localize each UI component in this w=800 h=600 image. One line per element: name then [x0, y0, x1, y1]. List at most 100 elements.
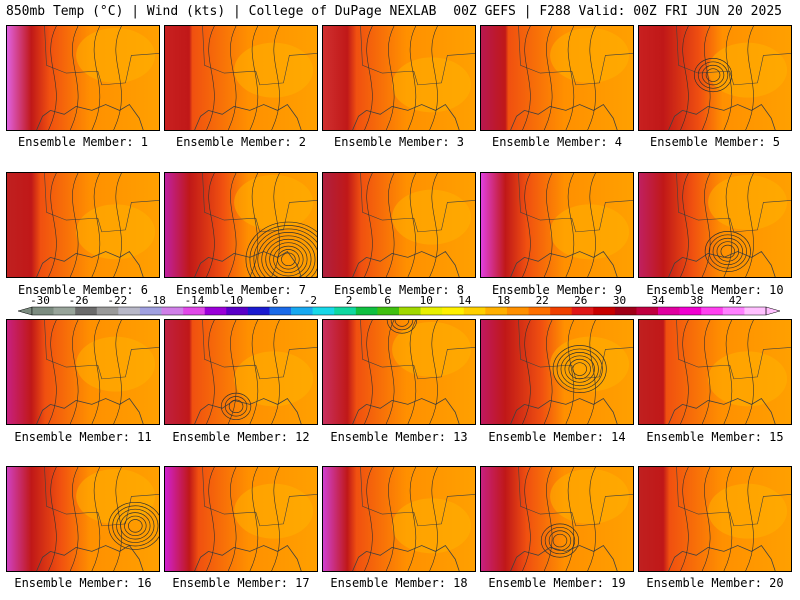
coastline: [36, 397, 144, 424]
ensemble-member-label: Ensemble Member: 19: [488, 576, 626, 590]
circulation-contour: [108, 501, 159, 550]
state-border: [360, 467, 475, 527]
height-contour: [48, 173, 57, 277]
temperature-field-map: [639, 26, 791, 130]
colorbar-tick-label: -30: [30, 296, 50, 307]
circulation-contour: [701, 64, 725, 86]
state-border: [202, 320, 317, 380]
height-contour: [701, 467, 711, 571]
coastline: [668, 103, 776, 130]
state-border: [360, 173, 475, 233]
height-contour: [69, 173, 79, 277]
height-contour: [701, 173, 711, 277]
height-contour: [113, 467, 122, 571]
ensemble-member-label: Ensemble Member: 7: [175, 283, 307, 297]
colorbar-swatch: [118, 307, 141, 315]
temperature-field-map: [481, 320, 633, 424]
height-contour: [69, 320, 79, 424]
colorbar-swatch: [334, 307, 357, 315]
colorbar-tick-label: 2: [346, 296, 353, 307]
colorbar-tick-label: 22: [536, 296, 549, 307]
height-contour: [271, 467, 280, 571]
state-border: [202, 467, 317, 527]
ensemble-member-label: Ensemble Member: 16: [14, 576, 152, 590]
height-contour: [680, 320, 689, 424]
ensemble-member-label: Ensemble Member: 13: [330, 430, 468, 444]
ensemble-map-panel: [6, 466, 160, 572]
coastline: [352, 544, 460, 571]
coastline: [194, 103, 302, 130]
height-contour: [543, 467, 553, 571]
temperature-colorbar: -30 -26 -22 -18 -14 -10 -6 -2 2 6 10 14 18 22 26 30 34 38…: [17, 296, 781, 316]
circulation-contour: [277, 249, 300, 270]
ensemble-map-panel: [6, 319, 160, 425]
temperature-field-map: [323, 26, 475, 130]
colorbar-tick-label: -18: [146, 296, 166, 307]
height-contour: [587, 26, 596, 130]
colorbar-tick-label: -26: [69, 296, 89, 307]
ensemble-map-panel: [164, 466, 318, 572]
state-border: [202, 173, 317, 233]
colorbar-swatch: [679, 307, 702, 315]
state-border: [518, 173, 633, 233]
height-contour: [364, 320, 373, 424]
height-contour: [206, 173, 215, 277]
colorbar-swatch: [75, 307, 98, 315]
colorbar-tick-label: 34: [651, 296, 665, 307]
height-contour: [91, 467, 101, 571]
ensemble-member-label: Ensemble Member: 4: [491, 135, 623, 149]
colorbar-swatch: [528, 307, 551, 315]
circulation-contour: [120, 512, 151, 540]
state-border: [676, 467, 791, 527]
colorbar-tick-label: 42: [729, 296, 742, 307]
height-contour: [69, 26, 79, 130]
height-contour: [113, 26, 122, 130]
circulation-contour: [552, 345, 607, 393]
circulation-contour: [708, 234, 747, 269]
height-contour: [522, 320, 531, 424]
ensemble-map-panel: [322, 319, 476, 425]
ensemble-map-panel: [6, 25, 160, 131]
height-contour: [227, 467, 237, 571]
ensemble-map-panel: [638, 466, 792, 572]
height-contour: [429, 26, 438, 130]
height-contour: [680, 173, 689, 277]
ensemble-member-label: Ensemble Member: 17: [172, 576, 310, 590]
height-contour: [385, 320, 395, 424]
ensemble-member-label: Ensemble Member: 20: [646, 576, 784, 590]
colorbar-tick-label: -10: [223, 296, 243, 307]
colorbar-tick-label: -2: [304, 296, 317, 307]
colorbar-tick-label: 6: [384, 296, 391, 307]
height-contour: [407, 26, 417, 130]
temperature-field-map: [165, 467, 317, 571]
height-contour: [701, 26, 711, 130]
circulation-contour: [265, 238, 312, 277]
circulation-contour: [572, 362, 587, 376]
height-contour: [565, 320, 575, 424]
height-contour: [429, 320, 438, 424]
circulation-contour: [394, 320, 410, 327]
circulation-contour: [116, 508, 155, 543]
circulation-contour: [220, 392, 252, 420]
colorbar-swatch: [722, 307, 745, 315]
circulation-contour: [249, 225, 317, 277]
ensemble-member-label: Ensemble Member: 6: [17, 283, 149, 297]
height-contour: [745, 467, 754, 571]
colorbar-swatch: [183, 307, 206, 315]
coastline: [352, 397, 460, 424]
colorbar-swatch: [161, 307, 184, 315]
ensemble-member-label: Ensemble Member: 18: [330, 576, 468, 590]
colorbar-swatch: [377, 307, 400, 315]
height-contour: [429, 467, 438, 571]
colorbar-swatch: [506, 307, 529, 315]
circulation-contour: [716, 241, 740, 262]
colorbar-swatch: [53, 307, 76, 315]
temperature-field-map: [481, 173, 633, 277]
height-contour: [113, 320, 122, 424]
circulation-contour: [224, 396, 248, 417]
colorbar-tick-label: 38: [690, 296, 703, 307]
circulation-contour: [552, 533, 568, 548]
height-contour: [48, 467, 57, 571]
colorbar-swatch: [355, 307, 378, 315]
state-border: [676, 173, 791, 233]
